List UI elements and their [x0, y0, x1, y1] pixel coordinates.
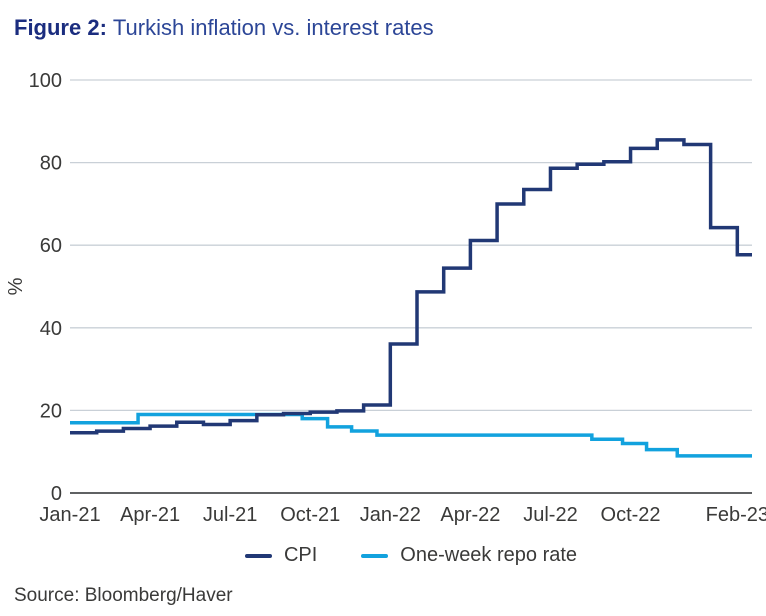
legend-label-repo-rate: One-week repo rate: [400, 544, 578, 566]
source-note: Source: Bloomberg/Haver: [14, 585, 233, 606]
legend-item-cpi: CPI: [244, 544, 318, 567]
legend-swatch-cpi: [244, 553, 272, 558]
x-tick-label-jul-22: Jul-22: [523, 504, 577, 526]
x-tick-label-oct-22: Oct-22: [601, 504, 661, 526]
y-tick-label-80: 80: [40, 153, 62, 175]
x-tick-label-jul-21: Jul-21: [203, 504, 257, 526]
inflation-vs-rates-chart: 0 20 40 60 80 100% Jan-21 Apr-21 Jul-21 Oct-21 Jan…: [5, 70, 766, 526]
x-tick-label-oct-21: Oct-21: [280, 504, 340, 526]
figure-title-text: Turkish inflation vs. interest rates: [112, 15, 434, 40]
legend-swatch-repo-rate: [361, 553, 389, 558]
legend-label-cpi: CPI: [283, 544, 318, 566]
y-tick-label-60: 60: [40, 235, 62, 257]
figure-label: Figure 2:: [14, 15, 107, 40]
figure-title: Figure 2: Turkish inflation vs. interest …: [14, 13, 434, 43]
x-tick-label-feb-23: Feb-23: [706, 504, 766, 526]
y-axis-label: %: [5, 277, 27, 295]
legend-item-repo-rate: One-week repo rate: [361, 544, 577, 567]
series-line-cpi: [70, 138, 752, 435]
y-tick-label-0: 0: [51, 483, 62, 505]
x-tick-label-jan-21: Jan-21: [39, 504, 100, 526]
x-tick-label-apr-21: Apr-21: [120, 504, 180, 526]
x-tick-label-apr-22: Apr-22: [440, 504, 500, 526]
series-line-one-week-repo-rate: [70, 412, 752, 458]
y-tick-label-20: 20: [40, 400, 62, 422]
x-tick-label-jan-22: Jan-22: [360, 504, 421, 526]
y-tick-label-100: 100: [29, 70, 62, 92]
y-tick-label-40: 40: [40, 318, 62, 340]
chart-legend: CPI One-week repo rate: [70, 544, 752, 567]
